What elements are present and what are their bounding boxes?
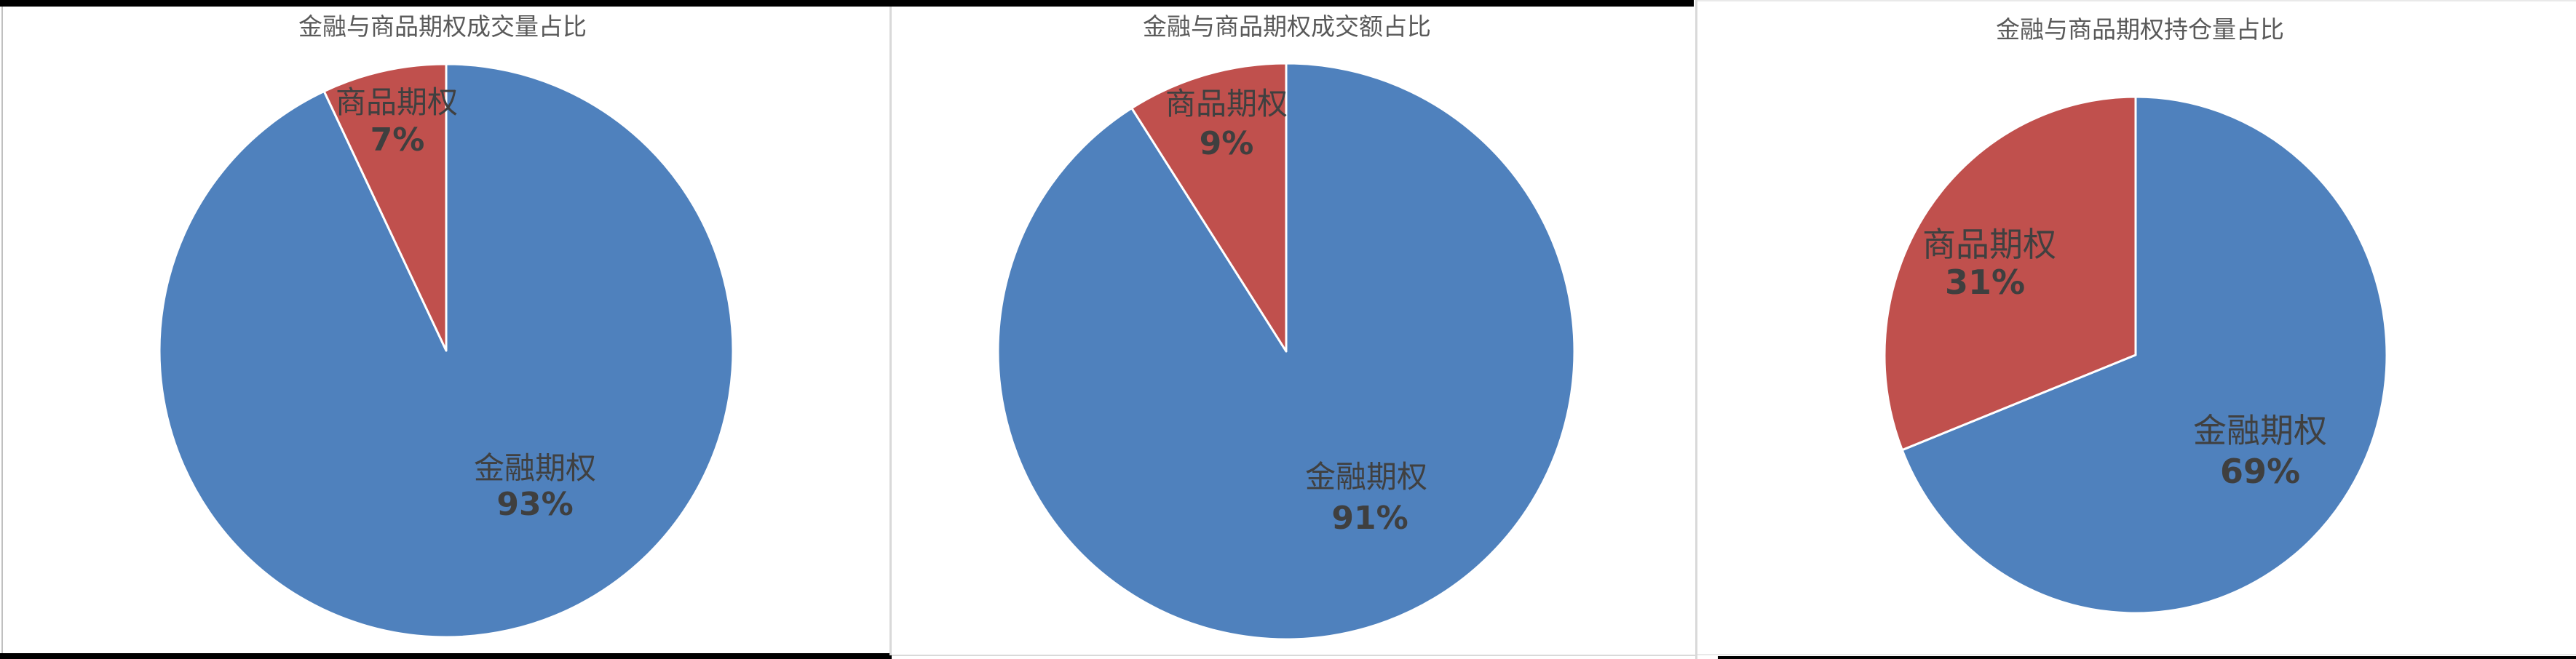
bottom-border-bar-right (1718, 656, 2576, 659)
divider-chart2-chart3 (1695, 0, 1697, 659)
top-border-bar (0, 0, 1694, 7)
slice-percent-label: 91% (1331, 500, 1408, 537)
chart3-top-edge-line (1697, 0, 2576, 1)
slice-percent-label: 93% (496, 486, 574, 523)
slice-name-label: 金融期权 (2193, 412, 2327, 450)
chart-title: 金融与商品期权持仓量占比 (1996, 17, 2284, 44)
slice-name-label: 金融期权 (1304, 461, 1428, 495)
divider-chart1-chart2 (889, 7, 892, 655)
pie-slice (1883, 95, 2137, 452)
slice-name-label: 商品期权 (1165, 88, 1288, 121)
slice-percent-label: 9% (1199, 125, 1254, 162)
slice-name-label: 商品期权 (1922, 226, 2056, 263)
slice-name-label: 商品期权 (335, 87, 459, 120)
slice-percent-label: 31% (1944, 263, 2026, 302)
pie-slice (322, 63, 448, 352)
bottom-border-bar-left (0, 653, 892, 659)
chart2-bottom-edge-line (892, 655, 1695, 656)
chart-title: 金融与商品期权成交量占比 (298, 15, 587, 41)
chart1-left-edge-line (1, 7, 3, 653)
pie-slice (996, 62, 1576, 641)
chart-title: 金融与商品期权成交额占比 (1143, 15, 1431, 41)
slice-percent-label: 7% (370, 121, 425, 159)
pie-slice (158, 63, 734, 639)
slice-percent-label: 69% (2219, 452, 2301, 491)
chart3-bottom-edge-line (1697, 654, 2576, 655)
pie-slice (1901, 95, 2388, 615)
slice-name-label: 金融期权 (473, 452, 597, 486)
pie-slice (1130, 62, 1288, 353)
